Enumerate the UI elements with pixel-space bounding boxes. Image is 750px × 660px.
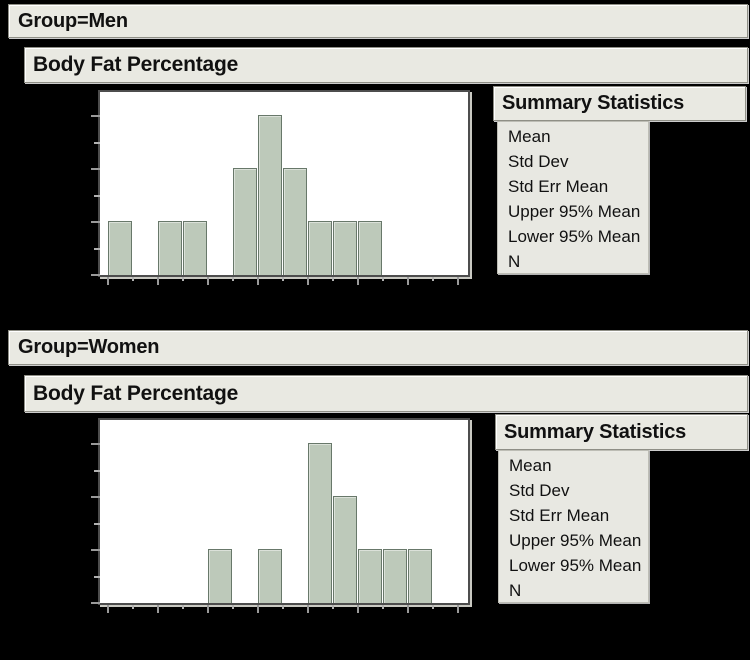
x-axis-tick	[107, 277, 109, 285]
y-axis-tick	[91, 602, 100, 604]
summary-stat-label-n: N	[508, 252, 521, 271]
x-axis-tick	[257, 605, 259, 613]
histogram-bar[interactable]	[283, 168, 307, 275]
group-outline-header-women[interactable]: Group=Women	[8, 330, 748, 365]
x-axis-minor-tick	[382, 277, 384, 281]
histogram-bar[interactable]	[333, 496, 357, 603]
x-axis-tick	[157, 605, 159, 613]
summary-stat-label-lower-95-mean: Lower 95% Mean	[508, 227, 641, 246]
histogram-bar[interactable]	[258, 115, 282, 275]
y-axis-tick	[91, 221, 100, 223]
x-axis-minor-tick	[132, 605, 134, 609]
summary-stat-label-lower-95-mean: Lower 95% Mean	[509, 556, 642, 575]
panel-header-body-fat-percentage-women[interactable]: Body Fat Percentage	[24, 375, 748, 412]
summary-stat-label-upper-95-mean: Upper 95% Mean	[508, 202, 641, 221]
group-outline-label: Group=Women	[18, 336, 160, 358]
x-axis-minor-tick	[282, 605, 284, 609]
x-axis-minor-tick	[182, 605, 184, 609]
x-axis-tick	[307, 605, 309, 613]
histogram-canvas-men[interactable]	[91, 92, 468, 285]
histogram-bar[interactable]	[358, 221, 382, 275]
group-outline-header-men[interactable]: Group=Men	[8, 4, 748, 38]
y-axis-tick	[91, 549, 100, 551]
x-axis-minor-tick	[432, 277, 434, 281]
histogram-plot-women[interactable]	[91, 418, 470, 613]
x-axis-tick	[457, 277, 459, 285]
x-axis-tick	[257, 277, 259, 285]
x-axis-minor-tick	[432, 605, 434, 609]
x-axis-minor-tick	[182, 277, 184, 281]
summary-statistics-title: Summary Statistics	[504, 420, 687, 443]
histogram-bar[interactable]	[233, 168, 257, 275]
histogram-bar[interactable]	[408, 549, 432, 603]
histogram-bar[interactable]	[183, 221, 207, 275]
x-axis-minor-tick	[332, 277, 334, 281]
x-axis-minor-tick	[382, 605, 384, 609]
summary-stat-label-std-dev: Std Dev	[509, 481, 570, 500]
histogram-bar[interactable]	[358, 549, 382, 603]
y-axis-tick	[94, 194, 100, 197]
summary-statistics-title: Summary Statistics	[502, 92, 685, 114]
x-axis-tick	[107, 605, 109, 613]
x-axis-minor-tick	[282, 277, 284, 281]
histogram-plot-men[interactable]	[91, 90, 470, 285]
x-axis-minor-tick	[332, 605, 334, 609]
summary-statistics-header-women[interactable]: Summary Statistics	[495, 414, 748, 450]
histogram-bar[interactable]	[208, 549, 232, 603]
y-axis-tick	[91, 168, 100, 170]
panel-header-label: Body Fat Percentage	[33, 381, 239, 405]
group-outline-label: Group=Men	[18, 9, 128, 32]
x-axis-minor-tick	[232, 605, 234, 609]
summary-statistics-table-women: Mean Std Dev Std Err Mean Upper 95% Mean…	[498, 450, 649, 603]
summary-statistics-table-men: Mean Std Dev Std Err Mean Upper 95% Mean…	[497, 121, 649, 274]
y-axis-tick	[94, 469, 100, 472]
x-axis-tick	[207, 277, 209, 285]
y-axis-tick	[94, 141, 100, 144]
histogram-bar[interactable]	[258, 549, 282, 603]
y-axis-tick	[91, 115, 100, 117]
group-section-men: Group=Men Body Fat Percentage Summary St…	[0, 0, 750, 300]
x-axis-tick	[207, 605, 209, 613]
y-axis-tick	[94, 575, 100, 578]
y-axis-tick	[94, 247, 100, 250]
y-axis-tick	[94, 522, 100, 525]
histogram-bar[interactable]	[108, 221, 132, 275]
x-axis-tick	[407, 605, 409, 613]
summary-stat-label-mean: Mean	[508, 127, 551, 146]
group-section-women: Group=Women Body Fat Percentage Summary …	[0, 326, 750, 660]
histogram-bar[interactable]	[158, 221, 182, 275]
histogram-bar[interactable]	[308, 443, 332, 603]
y-axis-tick	[91, 443, 100, 445]
summary-stat-label-mean: Mean	[509, 456, 552, 475]
x-axis-minor-tick	[232, 277, 234, 281]
histogram-bar[interactable]	[308, 221, 332, 275]
panel-header-body-fat-percentage-men[interactable]: Body Fat Percentage	[24, 47, 748, 83]
x-axis-tick	[457, 605, 459, 613]
x-axis-tick	[357, 277, 359, 285]
summary-stat-label-n: N	[509, 581, 522, 600]
summary-stat-label-std-err-mean: Std Err Mean	[509, 506, 610, 525]
summary-stat-label-upper-95-mean: Upper 95% Mean	[509, 531, 642, 550]
panel-header-label: Body Fat Percentage	[33, 53, 239, 76]
summary-stat-label-std-dev: Std Dev	[508, 152, 569, 171]
summary-stat-label-std-err-mean: Std Err Mean	[508, 177, 609, 196]
histogram-bar[interactable]	[333, 221, 357, 275]
x-axis-tick	[407, 277, 409, 285]
x-axis-tick	[307, 277, 309, 285]
x-axis-tick	[157, 277, 159, 285]
summary-statistics-header-men[interactable]: Summary Statistics	[493, 86, 746, 121]
x-axis-minor-tick	[132, 277, 134, 281]
histogram-bar[interactable]	[383, 549, 407, 603]
y-axis-tick	[91, 496, 100, 498]
x-axis-tick	[357, 605, 359, 613]
y-axis-tick	[91, 274, 100, 276]
histogram-canvas-women[interactable]	[91, 420, 468, 613]
